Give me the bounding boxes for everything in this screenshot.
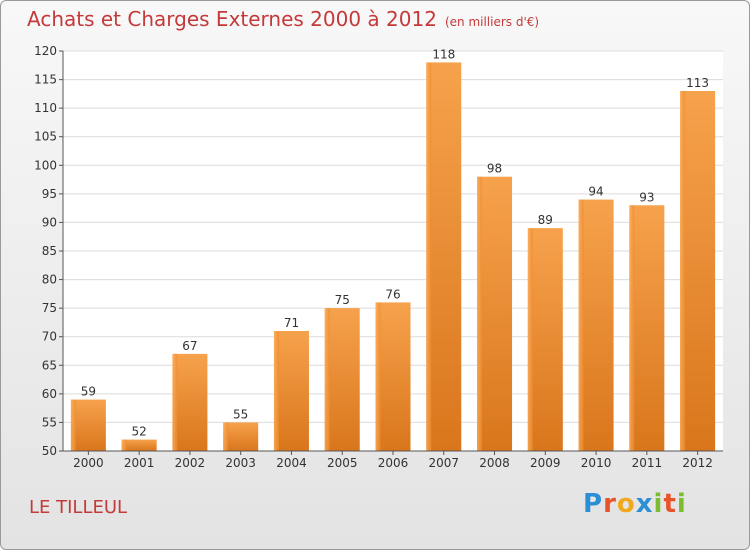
bar-value-label: 98 [487, 162, 502, 176]
bar [70, 399, 106, 451]
y-tick-label: 115 [34, 73, 57, 87]
bar-value-label: 118 [432, 47, 455, 61]
y-tick-label: 50 [42, 444, 57, 458]
x-axis-ticks: 2000 2001 2002 2003 2004 2005 2006 2007 2008 2009… [63, 450, 723, 470]
y-tick-label: 95 [42, 187, 57, 201]
x-tick-label: 2008 [479, 456, 510, 470]
y-tick-label: 65 [42, 358, 57, 372]
bar-highlight [172, 353, 178, 451]
logo-letter: i [653, 489, 664, 519]
bar-value-label: 113 [686, 76, 709, 90]
bar-highlight [426, 62, 432, 452]
x-tick-label: 2004 [276, 456, 307, 470]
bar [477, 176, 513, 451]
y-tick-label: 60 [42, 387, 57, 401]
bar-highlight [375, 302, 381, 451]
x-tick-label: 2012 [682, 456, 713, 470]
bar [578, 199, 614, 451]
y-axis-ticks: 50 55 60 65 70 75 80 85 90 95 100 105 110 115 120 [34, 44, 64, 458]
chart-title-block: Achats et Charges Externes 2000 à 2012 (e… [27, 7, 539, 31]
bar-highlight [273, 331, 279, 451]
logo-letter: P [583, 489, 604, 519]
bar [629, 205, 665, 451]
bar-value-label: 59 [81, 385, 96, 399]
x-tick-label: 2010 [581, 456, 612, 470]
y-tick-label: 85 [42, 244, 57, 258]
x-tick-label: 2011 [632, 456, 663, 470]
x-tick-label: 2006 [378, 456, 409, 470]
y-tick-label: 90 [42, 215, 57, 229]
y-tick-label: 110 [34, 101, 57, 115]
bar-highlight [324, 308, 330, 451]
logo-letter: t [663, 489, 677, 519]
bar-highlight [121, 439, 127, 451]
bar [223, 422, 259, 451]
bar-value-label: 76 [385, 287, 400, 301]
x-tick-label: 2002 [175, 456, 206, 470]
y-tick-label: 70 [42, 330, 57, 344]
bar [426, 62, 462, 452]
y-tick-label: 100 [34, 158, 57, 172]
x-tick-label: 2005 [327, 456, 358, 470]
bar-value-label: 93 [639, 190, 654, 204]
bars: 59 52 67 55 71 75 76 118 98 89 94 93 113 [70, 47, 716, 452]
y-tick-label: 105 [34, 130, 57, 144]
bar-highlight [527, 228, 533, 451]
logo-letter: i [676, 489, 687, 519]
proxiti-logo: Proxiti [583, 489, 687, 519]
chart-subtitle: (en milliers d'€) [444, 15, 540, 29]
bar-highlight [629, 205, 635, 451]
bar [121, 439, 157, 451]
bar [273, 331, 309, 451]
commune-name: LE TILLEUL [29, 497, 128, 518]
bar-value-label: 75 [335, 293, 350, 307]
bar-highlight [680, 91, 686, 451]
logo-letter: o [616, 489, 636, 519]
bar-value-label: 67 [182, 339, 197, 353]
bar-value-label: 89 [538, 213, 553, 227]
bar [172, 353, 208, 451]
bar [680, 91, 716, 451]
bar-value-label: 52 [132, 425, 147, 439]
bar-value-label: 55 [233, 407, 248, 421]
bar-value-label: 94 [588, 185, 603, 199]
y-tick-label: 80 [42, 273, 57, 287]
x-tick-label: 2000 [73, 456, 104, 470]
y-tick-label: 120 [34, 44, 57, 58]
x-tick-label: 2007 [428, 456, 459, 470]
bar-highlight [70, 399, 76, 451]
x-tick-label: 2009 [530, 456, 561, 470]
x-tick-label: 2003 [225, 456, 256, 470]
logo-letter: x [635, 489, 654, 519]
logo-letter: r [603, 489, 617, 519]
bar-value-label: 71 [284, 316, 299, 330]
bar-highlight [223, 422, 229, 451]
bar [324, 308, 360, 451]
bar [527, 228, 563, 451]
chart-title: Achats et Charges Externes 2000 à 2012 [27, 7, 437, 31]
y-tick-label: 55 [42, 415, 57, 429]
x-tick-label: 2001 [124, 456, 155, 470]
bar [375, 302, 411, 451]
y-tick-label: 75 [42, 301, 57, 315]
bar-highlight [578, 199, 584, 451]
bar-highlight [477, 176, 483, 451]
